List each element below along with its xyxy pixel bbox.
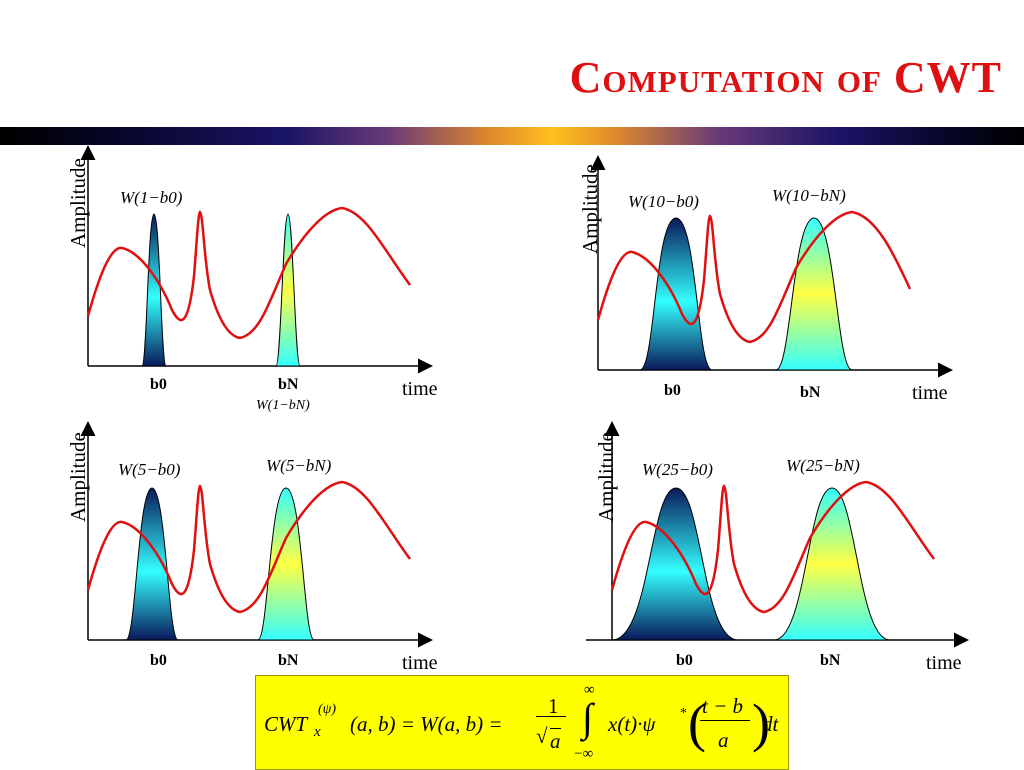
formula-tail: dt	[762, 712, 779, 736]
b0-label: b0	[676, 652, 693, 669]
window-b0	[611, 487, 739, 641]
signal-curve	[86, 480, 412, 614]
conjugate-star: *	[680, 706, 687, 721]
x-axis-label: time	[912, 382, 948, 404]
b0-label: b0	[664, 382, 681, 399]
bN-label: bN	[800, 384, 821, 401]
bN-label: bN	[820, 652, 841, 669]
window-label-bN: W(1−bN)	[256, 398, 310, 413]
formula-lhs: CWT	[264, 712, 308, 736]
y-axis-label: Amplitude	[594, 432, 618, 522]
y-axis-label: Amplitude	[66, 158, 90, 248]
slide-title: Computation of CWT	[569, 53, 1002, 102]
x-axis-label: time	[926, 652, 962, 674]
b0-label: b0	[150, 376, 167, 393]
window-bN	[773, 487, 891, 641]
formula-integrand: x(t)·ψ	[608, 712, 656, 736]
formula-sup: (ψ)	[318, 702, 337, 717]
window-label-bN: W(5−bN)	[266, 456, 332, 475]
formula-arg-line	[700, 720, 750, 721]
formula-frac-num: 1	[548, 694, 559, 718]
formula-int-lower: −∞	[574, 746, 594, 762]
formula-sqrt-sign: √	[536, 724, 548, 748]
window-label-bN: W(25−bN)	[786, 456, 860, 475]
window-label-b0: W(10−b0)	[628, 192, 699, 211]
left-paren: (	[688, 693, 706, 753]
cwt-formula: CWT (ψ) x (a, b) = W(a, b) = 1 √ a ∞ ∫ −…	[256, 676, 788, 769]
window-label-b0: W(1−b0)	[120, 188, 183, 207]
y-axis-label: Amplitude	[66, 432, 90, 522]
right-paren: )	[752, 693, 770, 753]
window-b0	[639, 217, 713, 371]
formula-frac-line	[536, 716, 566, 717]
panel-top-right	[590, 155, 953, 378]
b0-label: b0	[150, 652, 167, 669]
signal-curve	[86, 206, 412, 340]
formula-arg-num: t − b	[702, 694, 744, 718]
y-axis-label: Amplitude	[578, 164, 602, 254]
x-axis-label: time	[402, 378, 438, 400]
signal-curve	[610, 480, 936, 614]
window-b0	[141, 213, 167, 367]
panel-bottom-right	[586, 421, 969, 648]
bN-label: bN	[278, 376, 299, 393]
window-bN	[257, 487, 315, 641]
window-label-b0: W(25−b0)	[642, 460, 713, 479]
formula-sub: x	[314, 724, 321, 740]
formula-int-upper: ∞	[584, 682, 595, 698]
window-bN	[775, 217, 853, 371]
formula-box: CWT (ψ) x (a, b) = W(a, b) = 1 √ a ∞ ∫ −…	[255, 675, 789, 770]
panel-top-left	[80, 145, 433, 374]
panel-bottom-left	[80, 421, 433, 648]
window-label-b0: W(5−b0)	[118, 460, 181, 479]
formula-args: (a, b) = W(a, b) =	[350, 712, 503, 736]
signal-curve	[596, 210, 912, 344]
formula-frac-den: a	[550, 729, 561, 753]
window-label-bN: W(10−bN)	[772, 186, 846, 205]
integral-sign: ∫	[582, 695, 593, 740]
x-axis-label: time	[402, 652, 438, 674]
title-gradient-bar	[0, 127, 1024, 145]
formula-arg-den: a	[718, 728, 729, 752]
window-b0	[125, 487, 179, 641]
window-bN	[275, 213, 301, 367]
bN-label: bN	[278, 652, 299, 669]
